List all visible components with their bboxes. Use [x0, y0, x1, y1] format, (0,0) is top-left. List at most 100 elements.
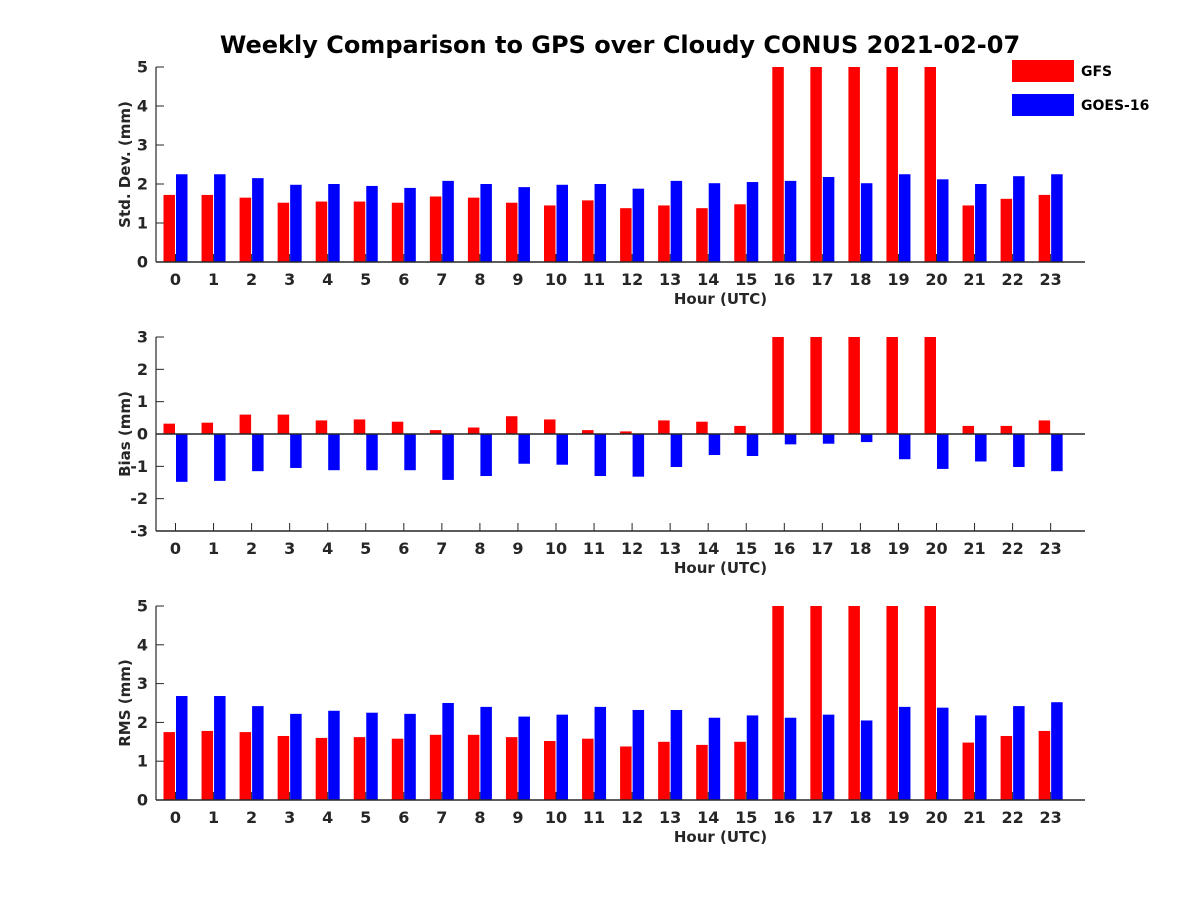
- bar-gfs-p1-h7: [429, 196, 442, 262]
- bar-goes16-p2-h1: [214, 434, 226, 481]
- x-tick-label-p3-18: 18: [849, 808, 871, 827]
- bar-goes16-p3-h2: [252, 706, 264, 800]
- bar-goes16-p3-h10: [556, 714, 568, 800]
- bar-goes16-p3-h6: [404, 713, 416, 800]
- x-tick-label-p2-6: 6: [398, 539, 409, 558]
- bar-goes16-p3-h1: [214, 696, 226, 800]
- x-tick-label-p2-20: 20: [925, 539, 947, 558]
- x-tick-label-p1-15: 15: [735, 270, 757, 289]
- x-tick-label-p1-14: 14: [697, 270, 719, 289]
- x-tick-label-p2-7: 7: [436, 539, 447, 558]
- bar-gfs-p2-h20: [924, 337, 936, 434]
- x-tick-label-p2-18: 18: [849, 539, 871, 558]
- bar-gfs-p3-h0: [163, 732, 175, 800]
- x-tick-label-p3-20: 20: [925, 808, 947, 827]
- x-tick-label-p1-19: 19: [887, 270, 909, 289]
- bar-goes16-p1-h20: [937, 179, 949, 262]
- bar-gfs-p2-h12: [620, 431, 632, 434]
- bar-gfs-p2-h6: [391, 421, 404, 434]
- bar-goes16-p1-h6: [404, 187, 416, 262]
- bar-gfs-p3-h4: [315, 737, 328, 800]
- bar-gfs-p3-h2: [239, 732, 252, 800]
- bar-goes16-p3-h9: [518, 716, 530, 800]
- bar-goes16-p3-h22: [1013, 706, 1025, 800]
- bar-gfs-p3-h7: [429, 734, 442, 800]
- bar-gfs-p3-h3: [277, 735, 290, 800]
- bar-gfs-p1-h16: [772, 67, 784, 262]
- x-tick-label-p1-12: 12: [621, 270, 643, 289]
- y-tick-label-p2-5: 2: [137, 360, 148, 379]
- x-tick-label-p3-14: 14: [697, 808, 719, 827]
- bar-gfs-p2-h18: [848, 337, 860, 434]
- bar-gfs-p2-h0: [163, 423, 175, 434]
- bar-gfs-p2-h22: [1000, 425, 1013, 434]
- y-axis-label-p3: RMS (mm): [116, 659, 134, 746]
- x-tick-label-p3-23: 23: [1040, 808, 1062, 827]
- x-tick-label-p2-19: 19: [887, 539, 909, 558]
- y-tick-label-p3-4: 4: [137, 635, 148, 654]
- bar-goes16-p2-h2: [252, 434, 264, 472]
- bar-goes16-p3-h5: [366, 712, 378, 800]
- bar-goes16-p1-h14: [708, 183, 721, 262]
- bar-gfs-p2-h4: [315, 420, 328, 434]
- bar-goes16-p3-h17: [822, 714, 835, 800]
- y-tick-label-p1-1: 1: [137, 214, 148, 233]
- bar-gfs-p1-h3: [277, 202, 290, 262]
- bar-goes16-p1-h16: [784, 180, 797, 262]
- bar-gfs-p1-h15: [734, 204, 746, 262]
- legend-swatch-gfs: [1012, 60, 1074, 82]
- bar-goes16-p3-h14: [708, 717, 721, 800]
- bar-goes16-p1-h5: [366, 185, 378, 262]
- bar-goes16-p3-h3: [290, 713, 302, 800]
- bar-gfs-p2-h9: [505, 416, 518, 434]
- bar-goes16-p2-h0: [176, 434, 188, 482]
- x-tick-label-p3-12: 12: [621, 808, 643, 827]
- bar-goes16-p2-h10: [556, 434, 568, 465]
- x-tick-label-p2-8: 8: [474, 539, 485, 558]
- y-tick-label-p2-2: -1: [130, 457, 148, 476]
- bar-gfs-p3-h8: [467, 734, 480, 800]
- x-tick-label-p1-9: 9: [512, 270, 523, 289]
- x-tick-label-p2-11: 11: [583, 539, 605, 558]
- x-tick-label-p3-10: 10: [545, 808, 567, 827]
- bar-gfs-p3-h14: [696, 744, 708, 800]
- x-tick-label-p1-10: 10: [545, 270, 567, 289]
- bar-goes16-p3-h11: [594, 706, 607, 800]
- x-tick-label-p1-22: 22: [1001, 270, 1023, 289]
- y-tick-label-p3-0: 0: [137, 791, 148, 810]
- x-tick-label-p3-0: 0: [170, 808, 181, 827]
- bar-goes16-p3-h21: [975, 715, 987, 800]
- bar-goes16-p1-h9: [518, 187, 530, 262]
- bar-gfs-p2-h21: [962, 425, 975, 434]
- x-tick-label-p1-1: 1: [208, 270, 219, 289]
- bar-goes16-p2-h20: [937, 434, 949, 469]
- x-tick-label-p3-17: 17: [811, 808, 833, 827]
- x-tick-label-p3-6: 6: [398, 808, 409, 827]
- bar-gfs-p2-h2: [239, 414, 252, 434]
- bar-goes16-p1-h13: [670, 180, 683, 262]
- x-tick-label-p1-16: 16: [773, 270, 795, 289]
- bar-goes16-p2-h4: [328, 434, 340, 471]
- bar-goes16-p3-h7: [442, 703, 454, 800]
- x-tick-label-p3-2: 2: [246, 808, 257, 827]
- x-tick-label-p2-9: 9: [512, 539, 523, 558]
- bar-gfs-p2-h13: [658, 420, 670, 434]
- x-tick-label-p2-10: 10: [545, 539, 567, 558]
- bar-gfs-p1-h4: [315, 201, 328, 262]
- x-tick-label-p2-14: 14: [697, 539, 719, 558]
- bar-gfs-p2-h15: [734, 425, 746, 434]
- bar-gfs-p1-h8: [467, 197, 480, 262]
- bar-gfs-p3-h19: [886, 606, 898, 800]
- bar-gfs-p3-h15: [734, 741, 746, 800]
- x-tick-label-p2-12: 12: [621, 539, 643, 558]
- bar-goes16-p2-h13: [670, 434, 683, 467]
- bar-gfs-p3-h21: [962, 742, 975, 800]
- bar-goes16-p2-h17: [822, 434, 835, 444]
- bar-goes16-p1-h22: [1013, 176, 1025, 262]
- bar-gfs-p2-h16: [772, 337, 784, 434]
- bar-goes16-p2-h12: [632, 434, 645, 477]
- bar-gfs-p2-h10: [544, 419, 556, 434]
- bar-gfs-p3-h1: [201, 730, 214, 800]
- x-tick-label-p1-13: 13: [659, 270, 681, 289]
- bar-gfs-p1-h6: [391, 202, 404, 262]
